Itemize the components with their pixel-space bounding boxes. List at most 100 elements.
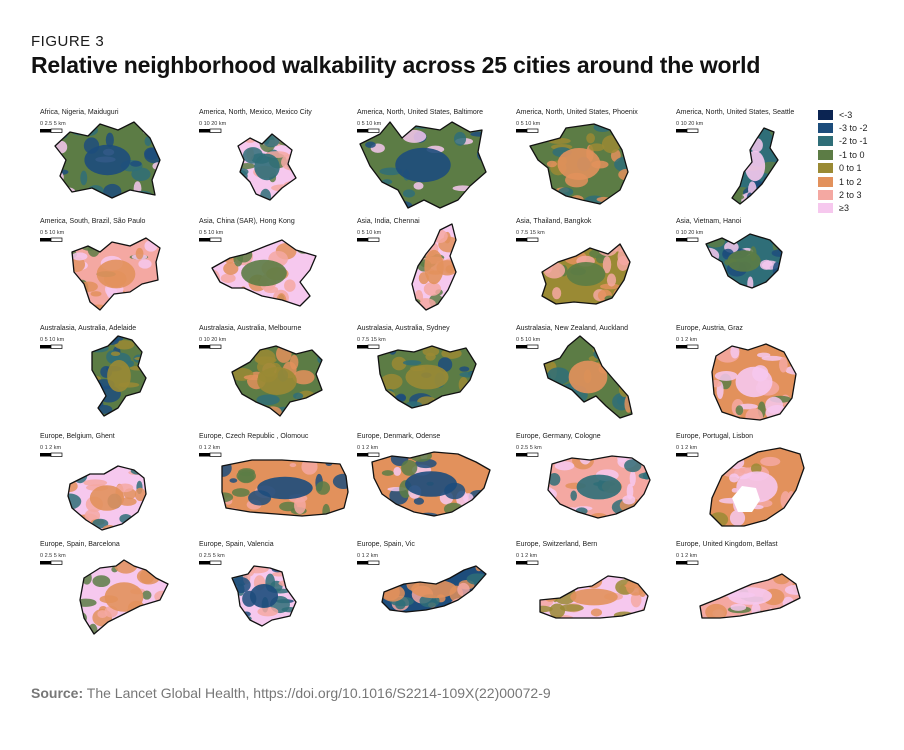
city-boundary: [67, 465, 147, 531]
city-boundary: [79, 559, 169, 635]
city-boundary: [237, 133, 297, 201]
city-boundary: [359, 121, 487, 209]
city-boundary: [231, 345, 323, 417]
city-boundary: [699, 573, 801, 619]
city-map: America, North, United States, Phoenix 0 …: [516, 109, 638, 205]
city-map: Europe, Austria, Graz 0 1 2 km: [676, 325, 797, 421]
scale-bar: [676, 344, 699, 349]
scale-label: 0 5 10 km: [40, 337, 65, 343]
city-name: Europe, United Kingdom, Belfast: [676, 541, 778, 548]
source-text: The Lancet Global Health, https://doi.or…: [86, 685, 551, 701]
walkability-legend: <-3 -3 to -2 -2 to -1 -1 to 0 0 to 1 1 to 2 2 …: [818, 108, 868, 215]
city-map: Europe, Denmark, Odense 0 1 2 km: [357, 433, 491, 517]
city-map: Australasia, Australia, Adelaide 0 5 10 k…: [40, 325, 147, 417]
city-boundary: [731, 127, 779, 205]
legend-item: -1 to 0: [818, 148, 868, 161]
city-name: Europe, Spain, Vic: [357, 541, 415, 548]
scale-label: 0 1 2 km: [199, 445, 221, 451]
scale-bar: [516, 237, 539, 242]
legend-swatch: [818, 163, 833, 174]
walkability-surface: [378, 346, 476, 408]
walkability-surface: [382, 566, 486, 612]
walkability-surface: [732, 128, 778, 204]
scale-label: 0 7.5 15 km: [357, 337, 386, 343]
scale-bar: [40, 560, 63, 565]
legend-swatch: [818, 136, 833, 147]
city-map: Europe, Germany, Cologne 0 2.5 5 km: [516, 433, 651, 519]
walkability-surface: [238, 134, 296, 200]
city-map: Australasia, New Zealand, Auckland 0 5 10…: [516, 325, 633, 419]
scale-label: 0 1 2 km: [357, 445, 379, 451]
scale-label: 0 1 2 km: [676, 337, 698, 343]
city-name: America, South, Brazil, São Paulo: [40, 218, 146, 225]
walkability-surface: [232, 566, 296, 626]
scale-label: 0 5 10 km: [516, 337, 541, 343]
scale-label: 0 2.5 5 km: [40, 553, 66, 559]
legend-swatch: [818, 203, 833, 214]
scale-label: 0 5 10 km: [357, 121, 382, 127]
city-map: America, North, Mexico, Mexico City 0 10 …: [199, 109, 312, 201]
scale-bar: [40, 237, 63, 242]
legend-swatch: [818, 123, 833, 134]
city-map: Asia, Thailand, Bangkok 0 7.5 15 km: [516, 218, 631, 305]
city-boundary: [411, 223, 457, 311]
legend-label: -1 to 0: [839, 149, 865, 160]
scale-bar: [199, 560, 222, 565]
legend-swatch: [818, 109, 833, 120]
scale-bar: [676, 452, 699, 457]
city-name: Australasia, New Zealand, Auckland: [516, 325, 628, 332]
city-name: Asia, Vietnam, Hanoi: [676, 218, 742, 225]
legend-swatch: [818, 176, 833, 187]
legend-label: 1 to 2: [839, 176, 862, 187]
city-name: Asia, China (SAR), Hong Kong: [199, 218, 295, 225]
city-boundary: [91, 335, 147, 417]
city-name: Australasia, Australia, Adelaide: [40, 325, 136, 332]
walkability-surface: [68, 466, 146, 530]
city-map: Australasia, Australia, Melbourne 0 10 20…: [199, 325, 323, 417]
walkability-surface: [544, 336, 632, 418]
city-name: Asia, India, Chennai: [357, 218, 420, 225]
city-boundary: [377, 345, 477, 409]
city-name: Europe, Austria, Graz: [676, 325, 743, 332]
scale-label: 0 2.5 5 km: [40, 121, 66, 127]
scale-bar: [357, 128, 380, 133]
legend-item: -2 to -1: [818, 135, 868, 148]
walkability-surface: [80, 560, 168, 634]
walkability-surface: [360, 122, 486, 208]
legend-item: 0 to 1: [818, 162, 868, 175]
city-name: Africa, Nigeria, Maiduguri: [40, 109, 119, 116]
city-boundary: [709, 447, 805, 527]
city-map: Europe, Portugal, Lisbon 0 1 2 km: [676, 433, 805, 527]
scale-bar: [199, 452, 222, 457]
city-map: Asia, Vietnam, Hanoi 0 10 20 km: [676, 218, 783, 289]
city-boundary: [54, 121, 161, 199]
city-boundary: [539, 575, 649, 619]
figure-title: Relative neighborhood walkability across…: [31, 52, 761, 78]
city-name: America, North, United States, Baltimore: [357, 109, 483, 116]
scale-label: 0 10 20 km: [199, 121, 227, 127]
scale-label: 0 10 20 km: [199, 337, 227, 343]
scale-label: 0 1 2 km: [516, 553, 538, 559]
city-boundary: [547, 455, 651, 519]
city-name: Australasia, Australia, Melbourne: [199, 325, 301, 332]
legend-label: 2 to 3: [839, 190, 862, 201]
scale-bar: [516, 128, 539, 133]
city-name: Europe, Switzerland, Bern: [516, 541, 597, 548]
city-map: Asia, China (SAR), Hong Kong 0 5 10 km: [199, 218, 317, 307]
city-name: Europe, Germany, Cologne: [516, 433, 601, 440]
walkability-surface: [700, 574, 800, 618]
walkability-surface: [222, 460, 348, 516]
walkability-surface: [540, 576, 648, 618]
scale-label: 0 1 2 km: [676, 445, 698, 451]
city-name: America, North, Mexico, Mexico City: [199, 109, 312, 116]
city-boundary: [381, 565, 487, 613]
scale-bar: [199, 128, 222, 133]
scale-bar: [40, 344, 63, 349]
city-name: Europe, Belgium, Ghent: [40, 433, 115, 440]
scale-bar: [357, 344, 380, 349]
scale-bar: [516, 452, 539, 457]
city-map: Europe, United Kingdom, Belfast 0 1 2 km: [676, 541, 801, 619]
legend-item: ≥3: [818, 202, 868, 215]
scale-bar: [676, 560, 699, 565]
